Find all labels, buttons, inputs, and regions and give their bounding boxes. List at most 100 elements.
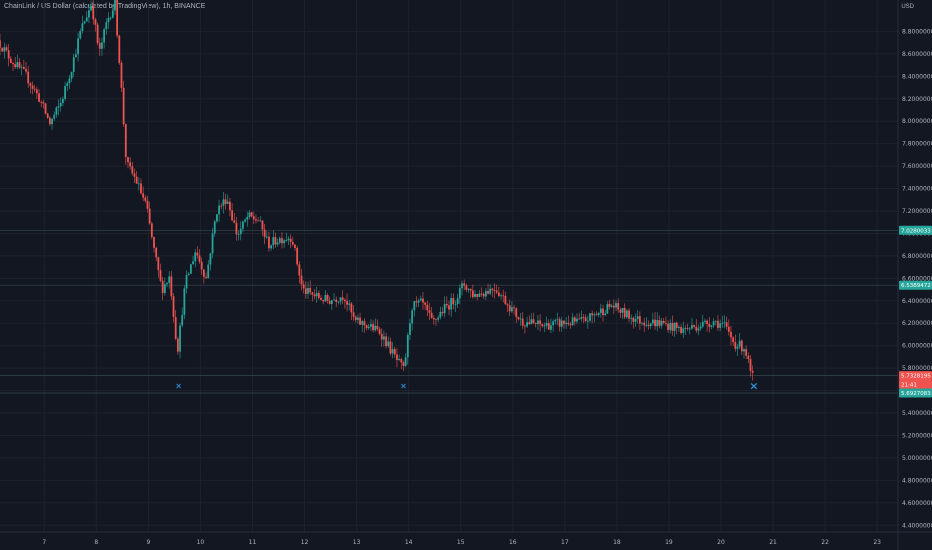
candle-body [68,78,71,84]
candle-body [265,236,268,238]
candle-body [29,83,32,86]
candle-body [617,303,620,310]
candle-body [717,320,719,328]
candle-body [456,298,459,304]
candle-body [539,320,542,325]
candle-body [237,234,240,235]
candle-body [610,305,613,307]
candle-body [330,300,333,304]
y-tick-label: 7.2000000 [902,208,932,215]
x-tick-label: 14 [405,539,413,546]
candle-body [22,67,25,69]
candle-body [749,358,752,371]
candle-body [250,212,253,217]
candle-body [114,0,116,11]
candle-body [602,308,604,315]
x-tick-label: 13 [353,539,361,546]
candle-body [699,326,702,329]
candle-body [378,329,381,334]
candle-body [669,322,672,331]
candle-body [680,327,682,333]
candle-body [146,200,149,209]
candle-body [172,296,175,318]
candle-body [307,287,309,294]
candle-body [541,324,544,326]
candle-body [107,17,110,23]
candle-body [255,219,257,221]
candle-body [337,301,340,303]
candle-body [168,276,171,283]
candle-body [261,220,264,230]
candle-body [348,303,351,305]
candle-body [341,297,344,300]
candle-body [634,319,637,322]
candle-body [224,199,227,204]
candle-body [651,319,654,324]
candle-body [259,220,262,222]
candle-body [593,314,596,316]
candle-body [46,113,49,118]
candle-body [445,303,448,306]
candle-body [480,293,483,295]
candle-body [710,325,713,327]
y-tick-label: 6.4000000 [902,298,932,305]
candle-body [174,317,177,339]
candle-body [567,322,570,325]
y-tick-label: 6.0000000 [902,343,932,350]
candle-body [170,276,173,297]
y-tick-label: 7.8000000 [902,141,932,148]
candle-body [521,318,524,326]
price-badge-label: 7.0280033 [901,228,931,234]
candle-body [519,318,522,320]
candle-body [133,173,136,177]
candle-body [467,288,470,290]
candle-body [419,298,422,301]
candle-body [404,357,407,366]
candle-body [14,64,17,68]
candle-body [356,317,359,320]
candle-body [122,87,125,125]
candle-body [209,253,212,265]
grid-layer [0,0,898,532]
candle-body [662,320,665,323]
candle-body [751,370,754,373]
candle-body [5,47,8,51]
candle-body [365,325,368,329]
candle-body [62,98,64,103]
candle-body [589,313,591,321]
candle-body [70,71,73,79]
candle-body [181,314,184,326]
candle-body [198,255,201,262]
candle-body [734,342,737,349]
candle-body [27,71,30,84]
candle-body [226,201,229,204]
candle-body [218,205,220,215]
candle-body [532,319,535,323]
candle-body [55,107,58,115]
x-tick-label: 9 [146,539,150,546]
candle-body [40,101,43,103]
candle-body [673,322,676,331]
x-tick-label: 11 [249,539,257,546]
candle-body [66,83,69,87]
candle-body [380,333,383,340]
candle-body [324,295,327,302]
candle-body [530,319,533,325]
candle-body [545,323,548,326]
candle-body [75,54,77,58]
candle-body [111,10,114,18]
y-tick-label: 5.2000000 [902,432,932,439]
candle-body [120,62,123,88]
candle-body [684,328,687,329]
candle-body [554,319,557,322]
candle-body [370,324,372,327]
candle-body [504,295,507,305]
candle-body [443,303,446,314]
cross-marker: × [175,382,182,391]
candle-body [233,220,236,223]
candle-body [311,292,314,295]
candle-body [458,288,461,299]
candle-body [12,63,14,65]
price-badge [899,225,932,235]
